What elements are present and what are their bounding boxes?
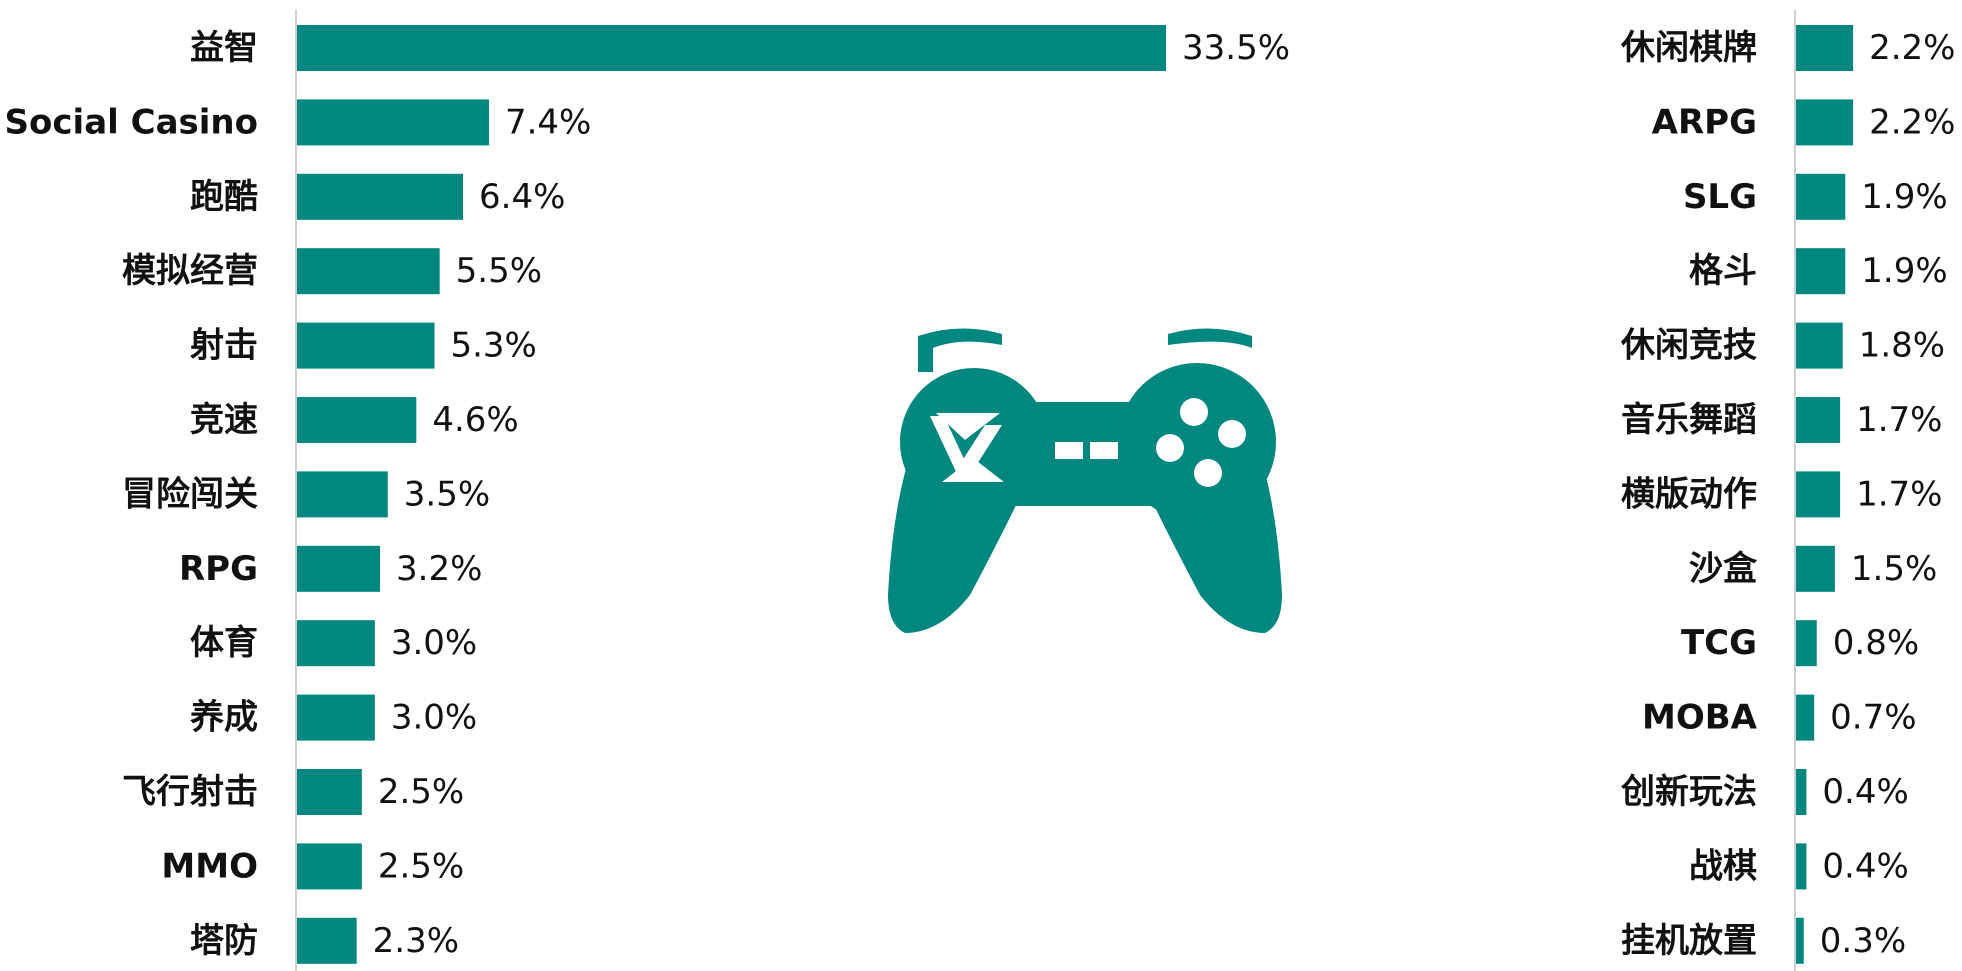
right-bar bbox=[1796, 694, 1815, 741]
right-value-label: 1.5% bbox=[1851, 549, 1937, 589]
left-category-label: MMO bbox=[161, 846, 258, 886]
right-bar bbox=[1796, 248, 1846, 295]
right-category-label: 沙盒 bbox=[1689, 549, 1758, 589]
left-bar bbox=[297, 471, 388, 518]
left-category-label: 益智 bbox=[190, 28, 258, 68]
left-value-label: 6.4% bbox=[479, 177, 565, 217]
left-value-label: 3.2% bbox=[396, 549, 482, 589]
right-value-label: 1.8% bbox=[1859, 326, 1945, 366]
right-value-label: 0.8% bbox=[1833, 623, 1919, 663]
right-category-label: ARPG bbox=[1652, 102, 1757, 142]
right-bar bbox=[1796, 397, 1841, 443]
right-value-label: 0.4% bbox=[1822, 846, 1908, 886]
right-category-label: 战棋 bbox=[1689, 846, 1757, 886]
left-bar bbox=[297, 25, 1166, 71]
left-category-label: 射击 bbox=[190, 326, 258, 366]
left-category-label: Social Casino bbox=[5, 102, 258, 142]
left-category-label: 竞速 bbox=[190, 400, 258, 440]
right-bar bbox=[1796, 99, 1854, 146]
left-bar bbox=[297, 620, 375, 667]
right-value-label: 0.7% bbox=[1830, 698, 1916, 738]
left-bar-panel: 益智 33.5% Social Casino 7.4% 跑酷 6.4% 模拟经营 5.5% 射击… bbox=[5, 10, 1290, 971]
right-category-label: 音乐舞蹈 bbox=[1621, 400, 1757, 440]
left-category-label: 跑酷 bbox=[190, 177, 258, 217]
right-bar bbox=[1796, 917, 1804, 964]
right-bar-panel: 休闲棋牌 2.2% ARPG 2.2% SLG 1.9% 格斗 1.9% 休闲竞技 1.8% 音乐舞… bbox=[1620, 10, 1955, 971]
right-bar bbox=[1796, 769, 1807, 815]
right-bar bbox=[1796, 471, 1841, 518]
left-category-label: RPG bbox=[179, 549, 258, 589]
right-value-label: 0.4% bbox=[1822, 772, 1908, 812]
right-category-label: 格斗 bbox=[1689, 251, 1757, 291]
right-category-label: SLG bbox=[1683, 177, 1757, 217]
left-bar bbox=[297, 322, 435, 369]
right-category-label: MOBA bbox=[1642, 698, 1758, 738]
left-value-label: 4.6% bbox=[432, 400, 518, 440]
left-category-label: 冒险闯关 bbox=[122, 474, 258, 514]
left-value-label: 2.5% bbox=[378, 846, 464, 886]
right-bar bbox=[1796, 25, 1854, 71]
right-value-label: 1.7% bbox=[1856, 400, 1942, 440]
left-bar bbox=[297, 545, 381, 592]
left-value-label: 3.0% bbox=[391, 698, 477, 738]
right-value-label: 0.3% bbox=[1820, 921, 1906, 961]
left-category-label: 养成 bbox=[190, 698, 258, 738]
left-category-label: 模拟经营 bbox=[122, 251, 258, 291]
left-bar bbox=[297, 397, 417, 443]
right-value-label: 2.2% bbox=[1869, 102, 1955, 142]
left-bar bbox=[297, 248, 440, 295]
right-bar bbox=[1796, 843, 1807, 890]
right-bar bbox=[1796, 173, 1846, 220]
left-bar bbox=[297, 173, 464, 220]
left-category-label: 飞行射击 bbox=[122, 772, 258, 812]
right-value-label: 1.7% bbox=[1856, 474, 1942, 514]
left-bar bbox=[297, 694, 375, 741]
right-bar bbox=[1796, 545, 1835, 592]
left-value-label: 7.4% bbox=[505, 102, 591, 142]
right-value-label: 1.9% bbox=[1861, 251, 1947, 291]
right-bar bbox=[1796, 620, 1817, 667]
right-value-label: 1.9% bbox=[1861, 177, 1947, 217]
left-bar bbox=[297, 843, 362, 890]
left-bar bbox=[297, 99, 489, 146]
left-bar bbox=[297, 917, 357, 964]
right-category-label: 创新玩法 bbox=[1620, 772, 1757, 812]
right-bar bbox=[1796, 322, 1843, 369]
right-category-label: 休闲竞技 bbox=[1620, 326, 1757, 366]
left-bar bbox=[297, 769, 362, 815]
left-category-label: 塔防 bbox=[190, 921, 258, 961]
left-value-label: 5.5% bbox=[456, 251, 542, 291]
right-category-label: TCG bbox=[1681, 623, 1757, 663]
right-value-label: 2.2% bbox=[1869, 28, 1955, 68]
left-value-label: 3.5% bbox=[404, 474, 490, 514]
left-category-label: 体育 bbox=[190, 623, 258, 663]
left-value-label: 2.3% bbox=[373, 921, 459, 961]
left-value-label: 33.5% bbox=[1182, 28, 1290, 68]
right-category-label: 休闲棋牌 bbox=[1620, 28, 1757, 68]
gamepad-icon bbox=[888, 328, 1282, 633]
right-category-label: 挂机放置 bbox=[1621, 921, 1757, 961]
left-value-label: 5.3% bbox=[450, 326, 536, 366]
left-value-label: 2.5% bbox=[378, 772, 464, 812]
right-category-label: 横版动作 bbox=[1621, 474, 1757, 514]
left-value-label: 3.0% bbox=[391, 623, 477, 663]
